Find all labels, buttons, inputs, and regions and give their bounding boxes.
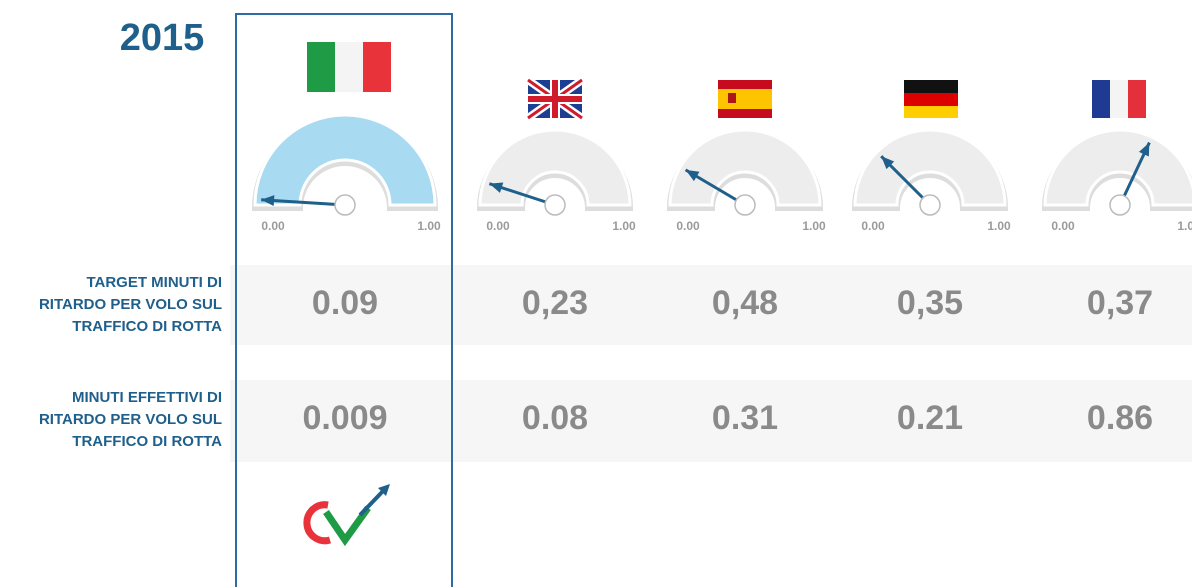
- logo: [303, 484, 390, 547]
- gauge-needle-head: [1138, 142, 1150, 157]
- flag-italy: [307, 42, 391, 92]
- row-label-line: TRAFFICO DI ROTTA: [72, 318, 222, 335]
- gauge-needle-head: [261, 195, 275, 206]
- gauge-hub: [544, 194, 566, 216]
- gauge-needle-head: [881, 156, 895, 170]
- gauge-arc: [253, 113, 437, 207]
- gauge-max: 1.00: [612, 219, 636, 233]
- gauge-needle: [261, 198, 346, 207]
- gauge-hub: [919, 194, 941, 216]
- gauge-max: 1.00: [802, 219, 826, 233]
- gauge-min: 0.00: [261, 219, 285, 233]
- row-label: TARGET MINUTI DI RITARDO PER VOLO SUL TRAF…: [39, 274, 222, 335]
- target-value: 0,37: [1087, 284, 1153, 322]
- flag-france: [1092, 80, 1146, 118]
- gauge-arc: [1043, 128, 1192, 207]
- flag-uk: [525, 76, 585, 122]
- row-band: [230, 380, 1192, 462]
- gauge-hub: [334, 194, 356, 216]
- target-value: 0.09: [312, 284, 378, 322]
- effective-value: 0.86: [1087, 399, 1153, 437]
- gauge-needle-head: [685, 169, 700, 182]
- row-label-line: MINUTI EFFETTIVI DI: [72, 389, 222, 406]
- gauge-hub: [734, 194, 756, 216]
- title: 2015: [120, 17, 205, 59]
- gauge-min: 0.00: [861, 219, 885, 233]
- effective-value: 0.08: [522, 399, 588, 437]
- gauge-max: 1.00: [417, 219, 441, 233]
- gauge-min: 0.00: [676, 219, 700, 233]
- flag-spain: [718, 80, 772, 118]
- gauge-min: 0.00: [1051, 219, 1075, 233]
- effective-value: 0.31: [712, 399, 778, 437]
- highlight-box: [235, 13, 453, 587]
- target-value: 0,35: [897, 284, 963, 322]
- effective-value: 0.21: [897, 399, 963, 437]
- row-band: [230, 265, 1192, 345]
- target-value: 0,48: [712, 284, 778, 322]
- gauge-hub: [1109, 194, 1131, 216]
- row-label-line: TARGET MINUTI DI: [86, 274, 222, 291]
- target-value: 0,23: [522, 284, 588, 322]
- row-label-line: RITARDO PER VOLO SUL: [39, 296, 222, 313]
- row-label-line: TRAFFICO DI ROTTA: [72, 433, 222, 450]
- row-label-line: RITARDO PER VOLO SUL: [39, 411, 222, 428]
- gauge-arc: [668, 128, 822, 207]
- gauge-max: 1.00: [987, 219, 1011, 233]
- effective-value: 0.009: [302, 399, 387, 437]
- gauge-min: 0.00: [486, 219, 510, 233]
- gauge-max: 1.00: [1177, 219, 1192, 233]
- gauge-arc: [853, 128, 1007, 207]
- gauge-arc: [478, 128, 632, 207]
- flag-germany: [904, 80, 958, 118]
- gauge-needle-head: [489, 182, 504, 193]
- row-label: MINUTI EFFETTIVI DI RITARDO PER VOLO SUL T…: [39, 389, 222, 450]
